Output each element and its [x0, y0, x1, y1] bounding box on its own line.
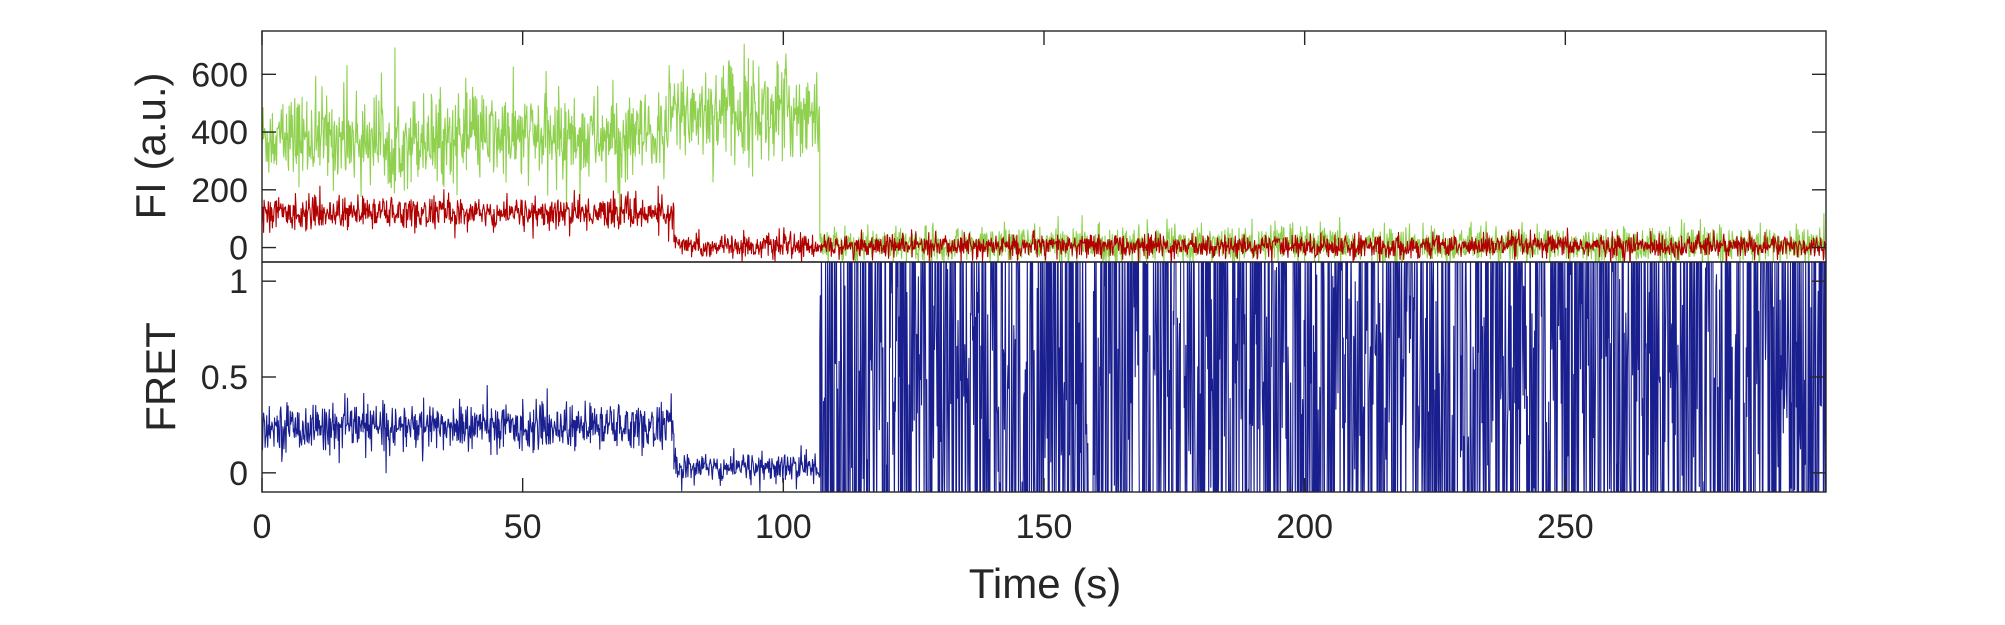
bottom-y-ticks: 00.51 — [201, 263, 1826, 493]
fret-efficiency-panel: 00.51 0 50 100 150 200 250 FRET Time (s) — [137, 31, 1827, 607]
x-tick-label-3: 150 — [1016, 508, 1073, 546]
fluorescence-traces — [262, 43, 1826, 262]
x-tick-label-2: 100 — [755, 508, 812, 546]
x-tick-label-0: 0 — [253, 508, 272, 546]
fluorescence-intensity-panel: 0 200 400 600 FI (a.u.) — [127, 30, 1827, 268]
y-tick-label-0-3: 600 — [191, 56, 248, 94]
y-tick-label-0-1: 200 — [191, 172, 248, 210]
x-tick-label-4: 200 — [1276, 508, 1333, 546]
series-line-0-0 — [262, 43, 1826, 262]
x-tick-label-5: 250 — [1537, 508, 1594, 546]
bottom-y-axis-label: FRET — [137, 322, 184, 432]
fret-trace — [262, 262, 1826, 492]
y-tick-label-0-2: 400 — [191, 114, 248, 152]
y-tick-label-0-0: 0 — [229, 230, 248, 268]
top-y-axis-label: FI (a.u.) — [127, 72, 174, 219]
x-axis-label: Time (s) — [969, 560, 1121, 607]
series-line-1-0 — [262, 262, 1826, 492]
x-ticks: 0 50 100 150 200 250 — [253, 31, 1594, 546]
series-line-0-1 — [262, 185, 1826, 262]
y-tick-label-1-1: 0.5 — [201, 359, 248, 397]
y-tick-label-1-0: 0 — [229, 455, 248, 493]
top-y-ticks: 0 200 400 600 — [191, 56, 1826, 268]
x-tick-label-1: 50 — [504, 508, 542, 546]
y-tick-label-1-2: 1 — [229, 263, 248, 301]
